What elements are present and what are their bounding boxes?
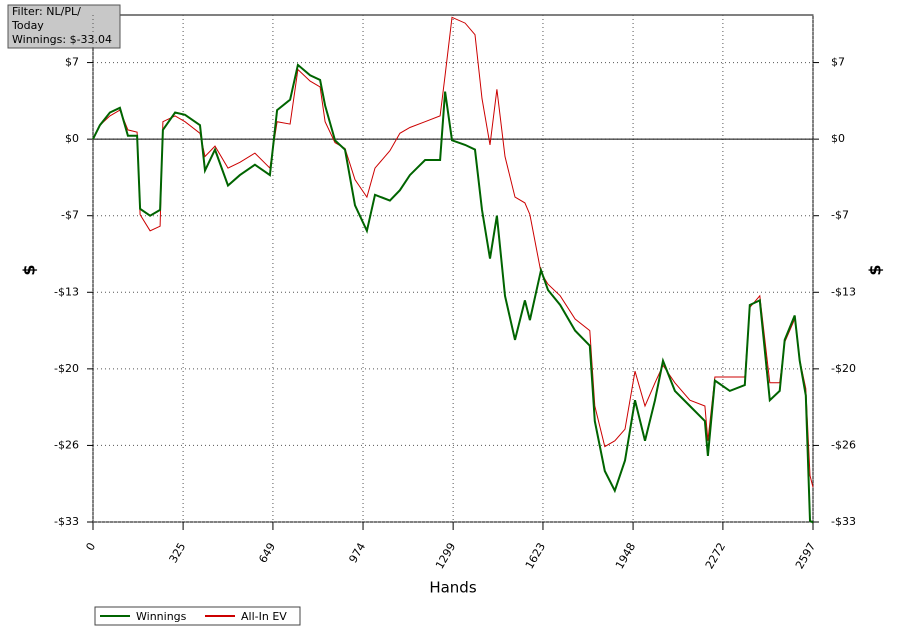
- x-tick-label: 1299: [433, 541, 458, 572]
- x-tick-label: 649: [256, 541, 278, 566]
- x-tick-label: 0: [83, 541, 98, 554]
- filter-line: Winnings: $-33.04: [12, 33, 112, 46]
- y-tick-label: -$33: [54, 515, 79, 528]
- legend-label: Winnings: [136, 610, 187, 623]
- y-tick-label: -$26: [54, 438, 79, 451]
- legend-box: [94, 606, 301, 626]
- legend-label: All-In EV: [241, 610, 287, 623]
- y-tick-label-right: $7: [831, 56, 845, 69]
- y-axis-label: $: [20, 264, 39, 275]
- x-tick-label: 2597: [793, 541, 818, 572]
- filter-line: Filter: NL/PL/: [12, 5, 81, 18]
- y-tick-label-right: -$20: [831, 362, 856, 375]
- legend: Winnings All-In EV: [94, 606, 301, 626]
- y-tick-label: -$7: [61, 209, 79, 222]
- x-tick-label: 974: [346, 541, 368, 566]
- filter-box-bg: [7, 4, 121, 49]
- y-tick-label: $0: [65, 132, 79, 145]
- y-tick-label: $7: [65, 56, 79, 69]
- filter-line: Today: [11, 19, 44, 32]
- y-tick-label-right: $0: [831, 132, 845, 145]
- y-tick-label-right: -$33: [831, 515, 856, 528]
- y-axis-label-right: $: [866, 264, 885, 275]
- y-tick-label-right: -$13: [831, 285, 856, 298]
- filter-box: Filter: NL/PL/ Today Winnings: $-33.04: [7, 4, 121, 49]
- x-tick-label: 2272: [703, 541, 728, 572]
- series-line: [92, 63, 814, 524]
- y-tick-label: -$13: [54, 285, 79, 298]
- y-tick-label: -$20: [54, 362, 79, 375]
- y-tick-label-right: -$7: [831, 209, 849, 222]
- x-tick-label: 1948: [613, 541, 638, 572]
- x-tick-label: 1623: [523, 541, 548, 572]
- y-tick-label-right: -$26: [831, 438, 856, 451]
- x-tick-label: 325: [167, 541, 189, 566]
- x-axis-label: Hands: [429, 579, 476, 597]
